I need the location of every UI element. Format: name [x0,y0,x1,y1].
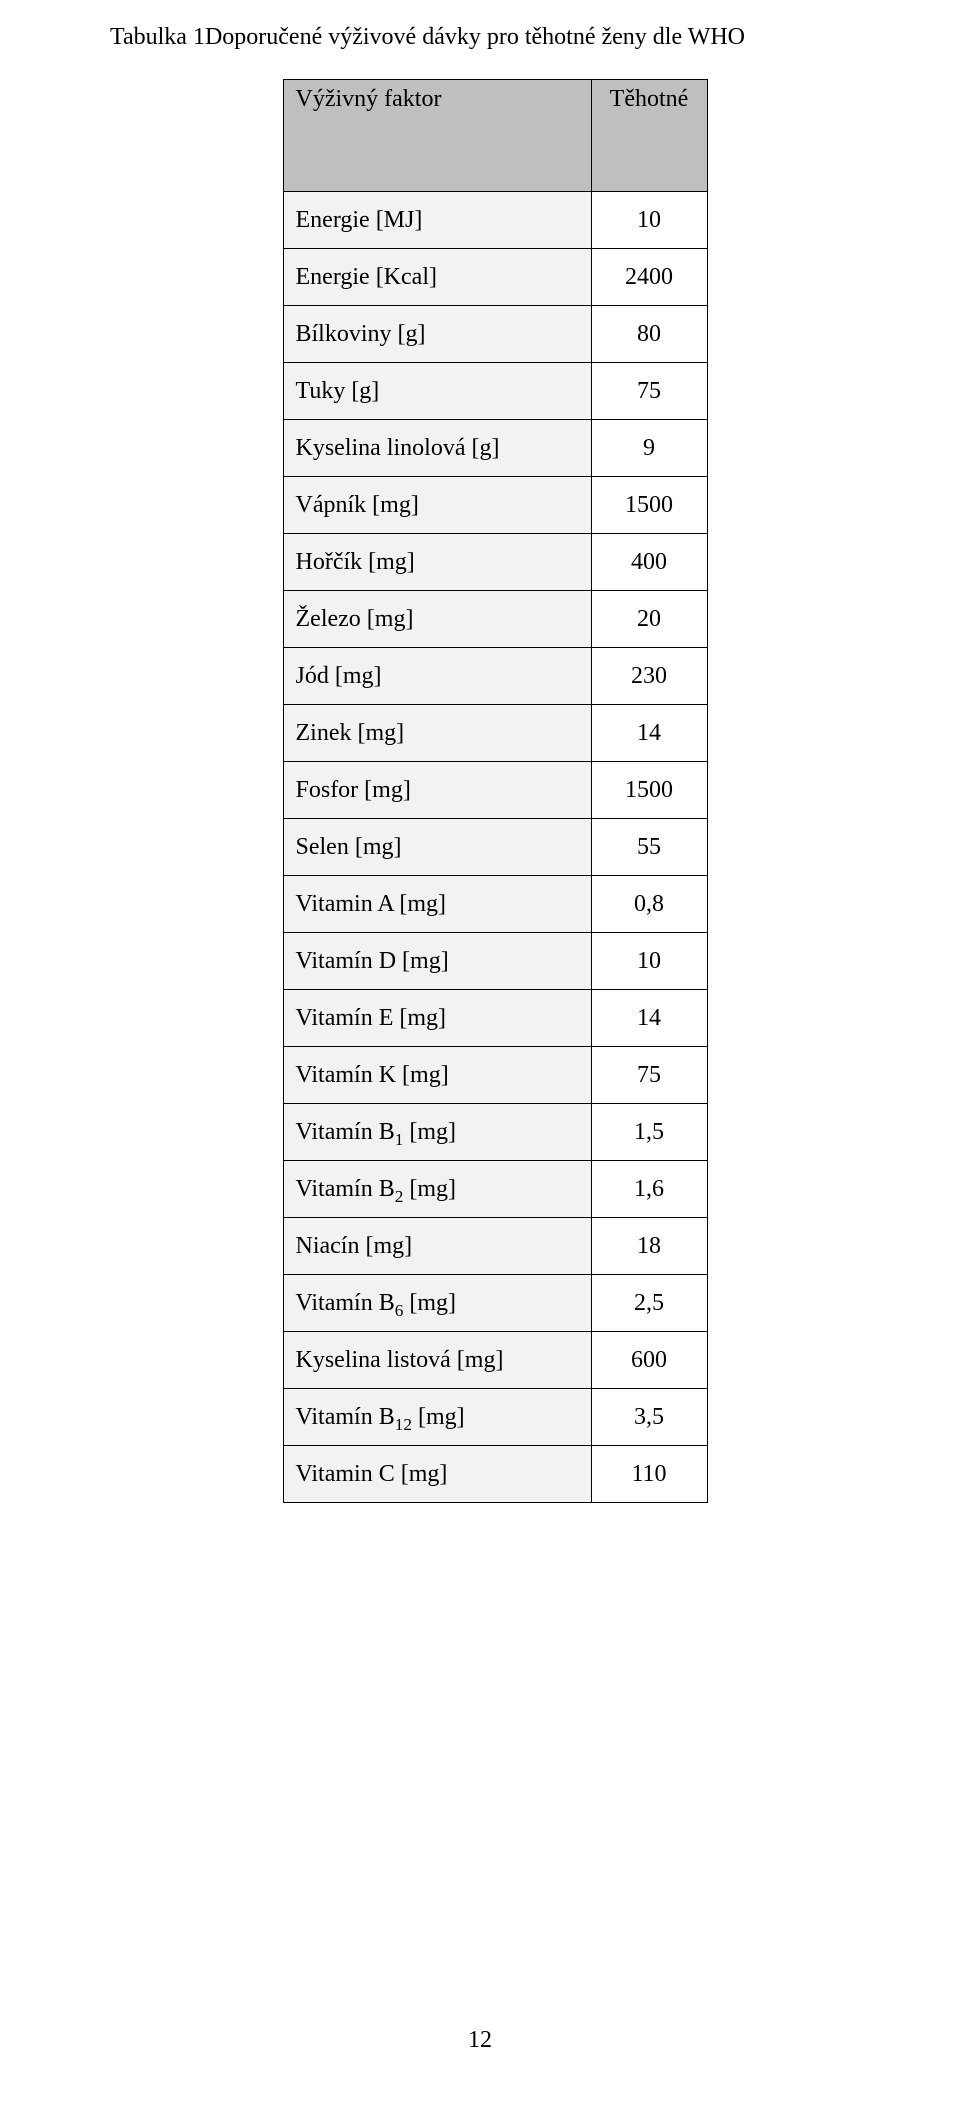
row-label: Vitamín D [mg] [283,933,591,990]
row-label: Kyselina listová [mg] [283,1332,591,1389]
table-row: Vitamín D [mg]10 [283,933,707,990]
row-value: 2400 [591,249,707,306]
row-label: Vitamín B12 [mg] [283,1389,591,1446]
row-label: Vitamin A [mg] [283,876,591,933]
page-number: 12 [0,2027,960,2054]
row-value: 1500 [591,762,707,819]
row-label: Kyselina linolová [g] [283,420,591,477]
table-header-row: Výživný faktor Těhotné [283,80,707,192]
table-row: Vápník [mg]1500 [283,477,707,534]
table-row: Vitamin C [mg]110 [283,1446,707,1503]
page-title: Tabulka 1Doporučené výživové dávky pro t… [110,24,880,51]
row-value: 14 [591,990,707,1047]
row-value: 110 [591,1446,707,1503]
row-value: 18 [591,1218,707,1275]
table-row: Vitamín B2 [mg]1,6 [283,1161,707,1218]
table-row: Fosfor [mg]1500 [283,762,707,819]
table-body: Energie [MJ]10Energie [Kcal]2400Bílkovin… [283,192,707,1503]
row-value: 14 [591,705,707,762]
row-label: Bílkoviny [g] [283,306,591,363]
table-row: Hořčík [mg]400 [283,534,707,591]
table-row: Kyselina listová [mg]600 [283,1332,707,1389]
row-value: 1500 [591,477,707,534]
table-row: Vitamin A [mg]0,8 [283,876,707,933]
row-label: Zinek [mg] [283,705,591,762]
table-row: Bílkoviny [g]80 [283,306,707,363]
row-label: Železo [mg] [283,591,591,648]
table-header-pregnant: Těhotné [591,80,707,192]
row-label: Fosfor [mg] [283,762,591,819]
row-label: Vitamín E [mg] [283,990,591,1047]
row-label: Vápník [mg] [283,477,591,534]
table-row: Vitamín K [mg]75 [283,1047,707,1104]
table-row: Vitamín E [mg]14 [283,990,707,1047]
row-value: 1,5 [591,1104,707,1161]
table-row: Jód [mg]230 [283,648,707,705]
row-label: Energie [Kcal] [283,249,591,306]
table-row: Niacín [mg]18 [283,1218,707,1275]
nutrition-table: Výživný faktor Těhotné Energie [MJ]10Ene… [283,79,708,1503]
table-row: Energie [MJ]10 [283,192,707,249]
row-label: Vitamín B1 [mg] [283,1104,591,1161]
table-row: Tuky [g]75 [283,363,707,420]
row-value: 400 [591,534,707,591]
row-value: 10 [591,933,707,990]
row-value: 3,5 [591,1389,707,1446]
table-row: Vitamín B6 [mg]2,5 [283,1275,707,1332]
row-label: Vitamin C [mg] [283,1446,591,1503]
table-wrap: Výživný faktor Těhotné Energie [MJ]10Ene… [110,79,880,1503]
row-value: 10 [591,192,707,249]
row-label: Hořčík [mg] [283,534,591,591]
row-value: 2,5 [591,1275,707,1332]
row-value: 600 [591,1332,707,1389]
row-value: 55 [591,819,707,876]
table-row: Vitamín B12 [mg]3,5 [283,1389,707,1446]
table-row: Kyselina linolová [g]9 [283,420,707,477]
row-label: Energie [MJ] [283,192,591,249]
table-row: Energie [Kcal]2400 [283,249,707,306]
row-value: 80 [591,306,707,363]
row-value: 75 [591,1047,707,1104]
table-header-factor: Výživný faktor [283,80,591,192]
row-label: Jód [mg] [283,648,591,705]
row-label: Niacín [mg] [283,1218,591,1275]
row-value: 0,8 [591,876,707,933]
row-label: Vitamín B6 [mg] [283,1275,591,1332]
row-value: 230 [591,648,707,705]
table-row: Zinek [mg]14 [283,705,707,762]
row-value: 75 [591,363,707,420]
table-row: Vitamín B1 [mg]1,5 [283,1104,707,1161]
row-label: Vitamín K [mg] [283,1047,591,1104]
row-value: 1,6 [591,1161,707,1218]
table-row: Železo [mg]20 [283,591,707,648]
table-row: Selen [mg]55 [283,819,707,876]
page: Tabulka 1Doporučené výživové dávky pro t… [0,0,960,2110]
row-value: 20 [591,591,707,648]
row-value: 9 [591,420,707,477]
row-label: Tuky [g] [283,363,591,420]
row-label: Selen [mg] [283,819,591,876]
row-label: Vitamín B2 [mg] [283,1161,591,1218]
